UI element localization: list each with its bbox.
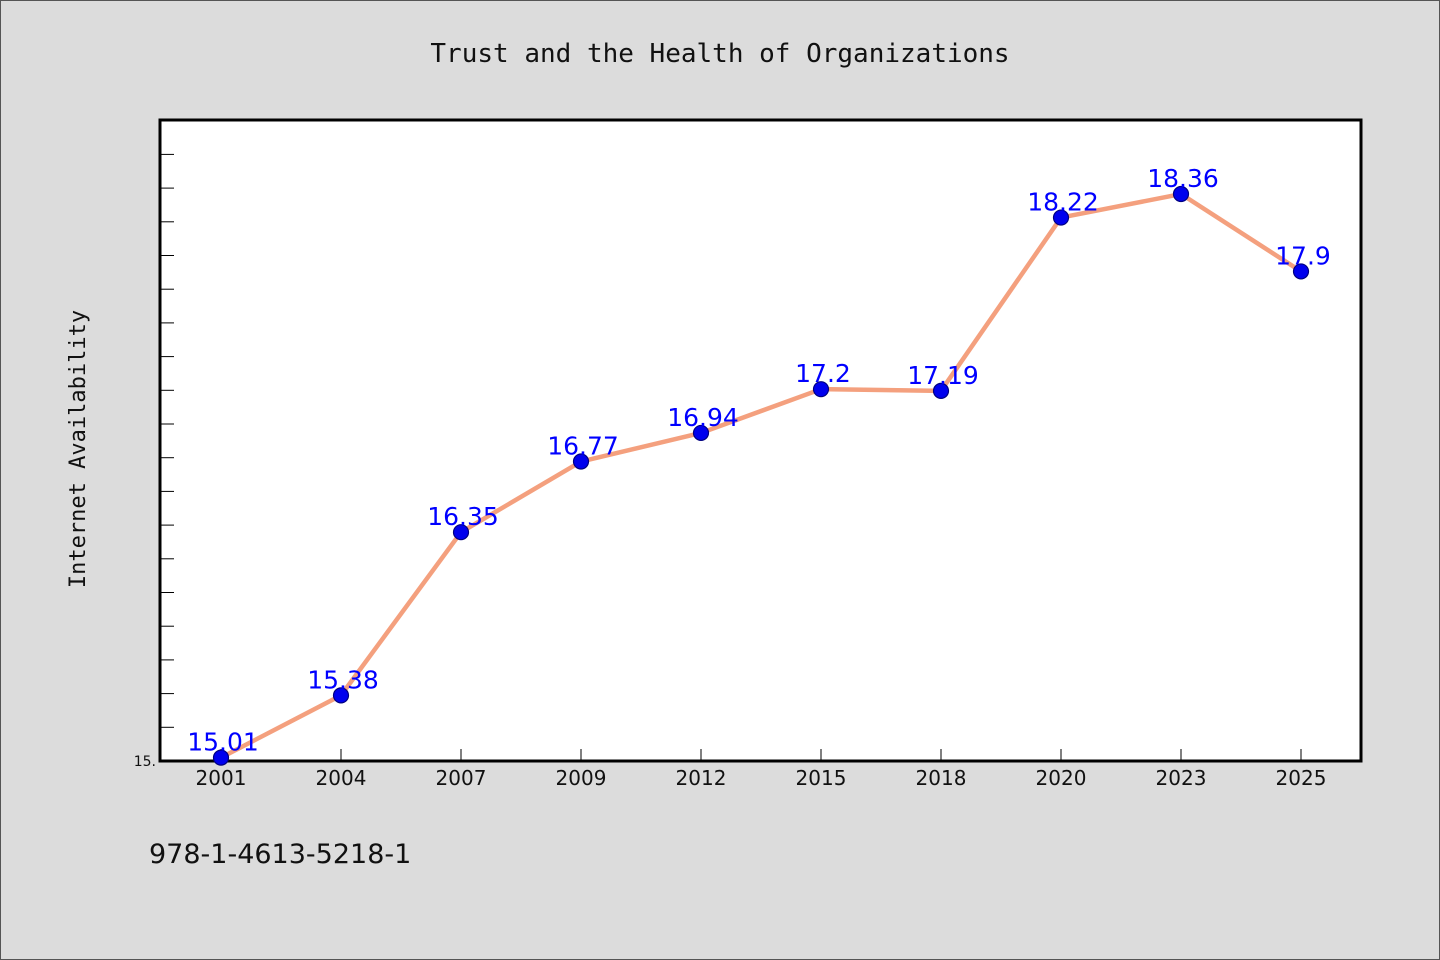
y-axis-ticks: 15. bbox=[134, 153, 174, 770]
x-tick-label: 2020 bbox=[1036, 766, 1087, 790]
series-line-group bbox=[218, 191, 1304, 760]
data-point bbox=[452, 524, 470, 541]
data-point bbox=[332, 687, 350, 704]
data-label: 18.36 bbox=[1147, 164, 1219, 193]
x-tick-label: 2001 bbox=[196, 766, 247, 790]
data-point bbox=[1052, 209, 1070, 226]
footer-isbn: 978-1-4613-5218-1 bbox=[149, 839, 411, 870]
x-tick-label: 2009 bbox=[556, 766, 607, 790]
data-label-group: 15.01 15.38 16.35 16.77 16.94 17.2 17.19 18.22 1… bbox=[187, 164, 1331, 757]
y-axis-label: Internet Availability bbox=[66, 310, 91, 588]
data-point bbox=[932, 382, 950, 399]
x-tick-label: 2004 bbox=[316, 766, 367, 790]
data-label: 15.01 bbox=[187, 728, 259, 757]
x-tick-label: 2007 bbox=[436, 766, 487, 790]
x-tick-label: 2023 bbox=[1156, 766, 1207, 790]
data-label: 17.19 bbox=[907, 361, 979, 390]
data-point bbox=[812, 381, 830, 398]
x-tick-label: 2018 bbox=[916, 766, 967, 790]
plot-area bbox=[158, 118, 1363, 763]
x-tick-label: 2012 bbox=[676, 766, 727, 790]
data-point-group bbox=[212, 185, 1310, 766]
data-point bbox=[1292, 263, 1310, 280]
data-label: 16.77 bbox=[547, 432, 619, 461]
series-line bbox=[218, 191, 1304, 760]
x-tick-label: 2025 bbox=[1276, 766, 1327, 790]
data-label: 18.22 bbox=[1027, 188, 1099, 217]
data-point bbox=[572, 453, 590, 470]
x-tick-label: 2015 bbox=[796, 766, 847, 790]
data-label: 16.35 bbox=[427, 502, 499, 531]
data-label: 17.9 bbox=[1275, 241, 1331, 270]
data-label: 16.94 bbox=[667, 403, 739, 432]
data-label: 17.2 bbox=[795, 359, 851, 388]
y-tick-label: 15. bbox=[134, 754, 156, 770]
chart-title: Trust and the Health of Organizations bbox=[430, 39, 1009, 69]
data-point bbox=[692, 424, 710, 442]
data-point bbox=[212, 749, 230, 766]
x-axis-ticks: 2001 2004 2007 2009 2012 2015 2018 2020 2023 2025 bbox=[196, 749, 1327, 790]
data-label: 15.38 bbox=[307, 665, 379, 694]
data-point bbox=[1172, 185, 1190, 203]
